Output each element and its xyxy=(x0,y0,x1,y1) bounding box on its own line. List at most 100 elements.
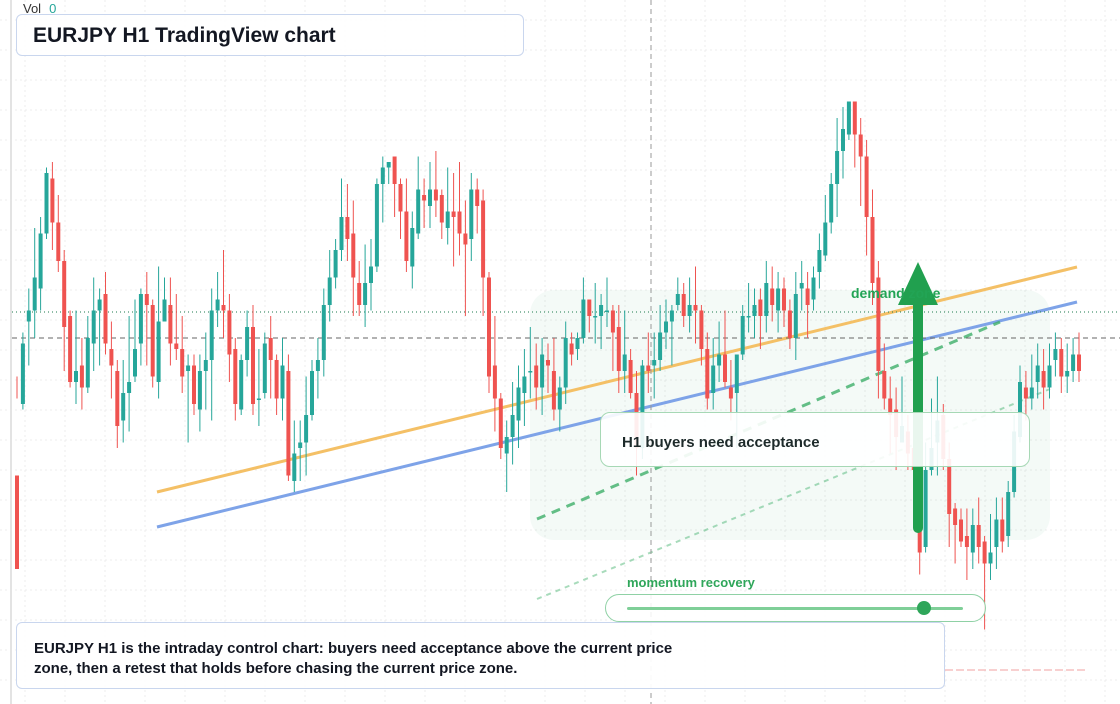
candle xyxy=(1035,343,1040,399)
candle-body xyxy=(321,305,326,360)
candle xyxy=(68,310,73,388)
candle xyxy=(428,162,432,228)
candle xyxy=(876,261,881,399)
candle xyxy=(197,354,202,432)
candle-body xyxy=(192,365,196,404)
candle xyxy=(723,310,727,388)
candle xyxy=(115,360,120,448)
candle-body xyxy=(675,294,680,305)
candle xyxy=(540,338,545,415)
candle-body xyxy=(351,233,356,278)
candle xyxy=(758,288,763,349)
candle xyxy=(799,261,804,311)
candle xyxy=(256,349,261,426)
candle-body xyxy=(422,195,427,201)
candle xyxy=(315,338,320,399)
candle-body xyxy=(121,393,126,421)
candle xyxy=(687,277,692,333)
candle-body xyxy=(410,228,415,267)
candle-body xyxy=(581,299,586,338)
analysis-note: EURJPY H1 is the intraday control chart:… xyxy=(34,640,673,677)
candle xyxy=(292,420,297,492)
candle-body xyxy=(728,387,733,399)
momentum-slider-knob[interactable] xyxy=(917,601,932,615)
candle-body xyxy=(652,360,657,366)
candle-body xyxy=(56,222,61,261)
candle-body xyxy=(398,184,403,212)
candle xyxy=(168,277,173,366)
candle-body xyxy=(274,360,279,399)
volume-value: 0 xyxy=(49,1,57,16)
candle xyxy=(605,277,609,327)
candle xyxy=(693,266,698,344)
candle xyxy=(728,360,733,421)
candle xyxy=(717,321,722,382)
candle-body xyxy=(97,299,102,311)
candle xyxy=(50,162,55,250)
candle-body xyxy=(510,415,515,437)
momentum-slider[interactable] xyxy=(605,594,986,622)
candle-body xyxy=(433,189,438,201)
candle-body xyxy=(315,360,320,371)
candle-body xyxy=(835,151,840,184)
candle xyxy=(298,420,303,481)
candle-body xyxy=(504,437,509,454)
candle-body xyxy=(180,349,185,377)
candle xyxy=(56,195,61,272)
candle-body xyxy=(947,459,952,514)
candle xyxy=(333,239,338,289)
candle-body xyxy=(587,299,592,316)
candle xyxy=(439,189,444,239)
candle-body xyxy=(15,475,19,569)
candle xyxy=(221,250,226,338)
candle-body xyxy=(516,387,521,421)
candle xyxy=(740,305,745,360)
candle-body xyxy=(705,349,710,399)
candle xyxy=(262,332,267,399)
candle-body xyxy=(793,294,798,338)
candle-body xyxy=(569,343,574,355)
candle-body xyxy=(374,184,379,267)
candle xyxy=(793,272,798,360)
candle xyxy=(551,338,556,421)
candle-body xyxy=(1041,371,1046,388)
candle-body xyxy=(534,365,539,388)
candle-body xyxy=(1035,365,1040,382)
candle-body xyxy=(841,129,845,151)
candle xyxy=(805,272,810,338)
candle-body xyxy=(723,354,727,382)
candle xyxy=(374,178,379,272)
candle xyxy=(156,266,161,399)
candle xyxy=(180,316,185,393)
candle-body xyxy=(304,415,309,443)
candle xyxy=(652,332,657,399)
candle-body xyxy=(959,519,963,542)
candle xyxy=(669,305,674,366)
candle xyxy=(764,261,769,333)
candle xyxy=(616,305,621,393)
candle-body xyxy=(345,217,350,239)
callout-text: H1 buyers need acceptance xyxy=(622,434,820,451)
candle-body xyxy=(829,184,834,223)
candle-body xyxy=(823,222,828,256)
candle xyxy=(280,338,285,421)
candle xyxy=(174,294,179,360)
candle-body xyxy=(109,349,114,366)
candle xyxy=(846,101,851,140)
candle-body xyxy=(817,250,822,272)
candle xyxy=(1006,481,1011,547)
candle-body xyxy=(628,360,633,393)
candle xyxy=(870,189,875,305)
candle xyxy=(1071,338,1076,382)
candle-body xyxy=(805,288,810,305)
candle xyxy=(91,277,96,371)
candle-body xyxy=(752,305,757,316)
candle xyxy=(357,261,362,316)
candle xyxy=(121,360,126,443)
candle xyxy=(787,299,792,349)
candle-body xyxy=(162,299,167,322)
candle-body xyxy=(799,283,804,289)
candle-body xyxy=(1000,519,1005,542)
candle xyxy=(463,200,468,316)
candle-body xyxy=(846,101,851,135)
